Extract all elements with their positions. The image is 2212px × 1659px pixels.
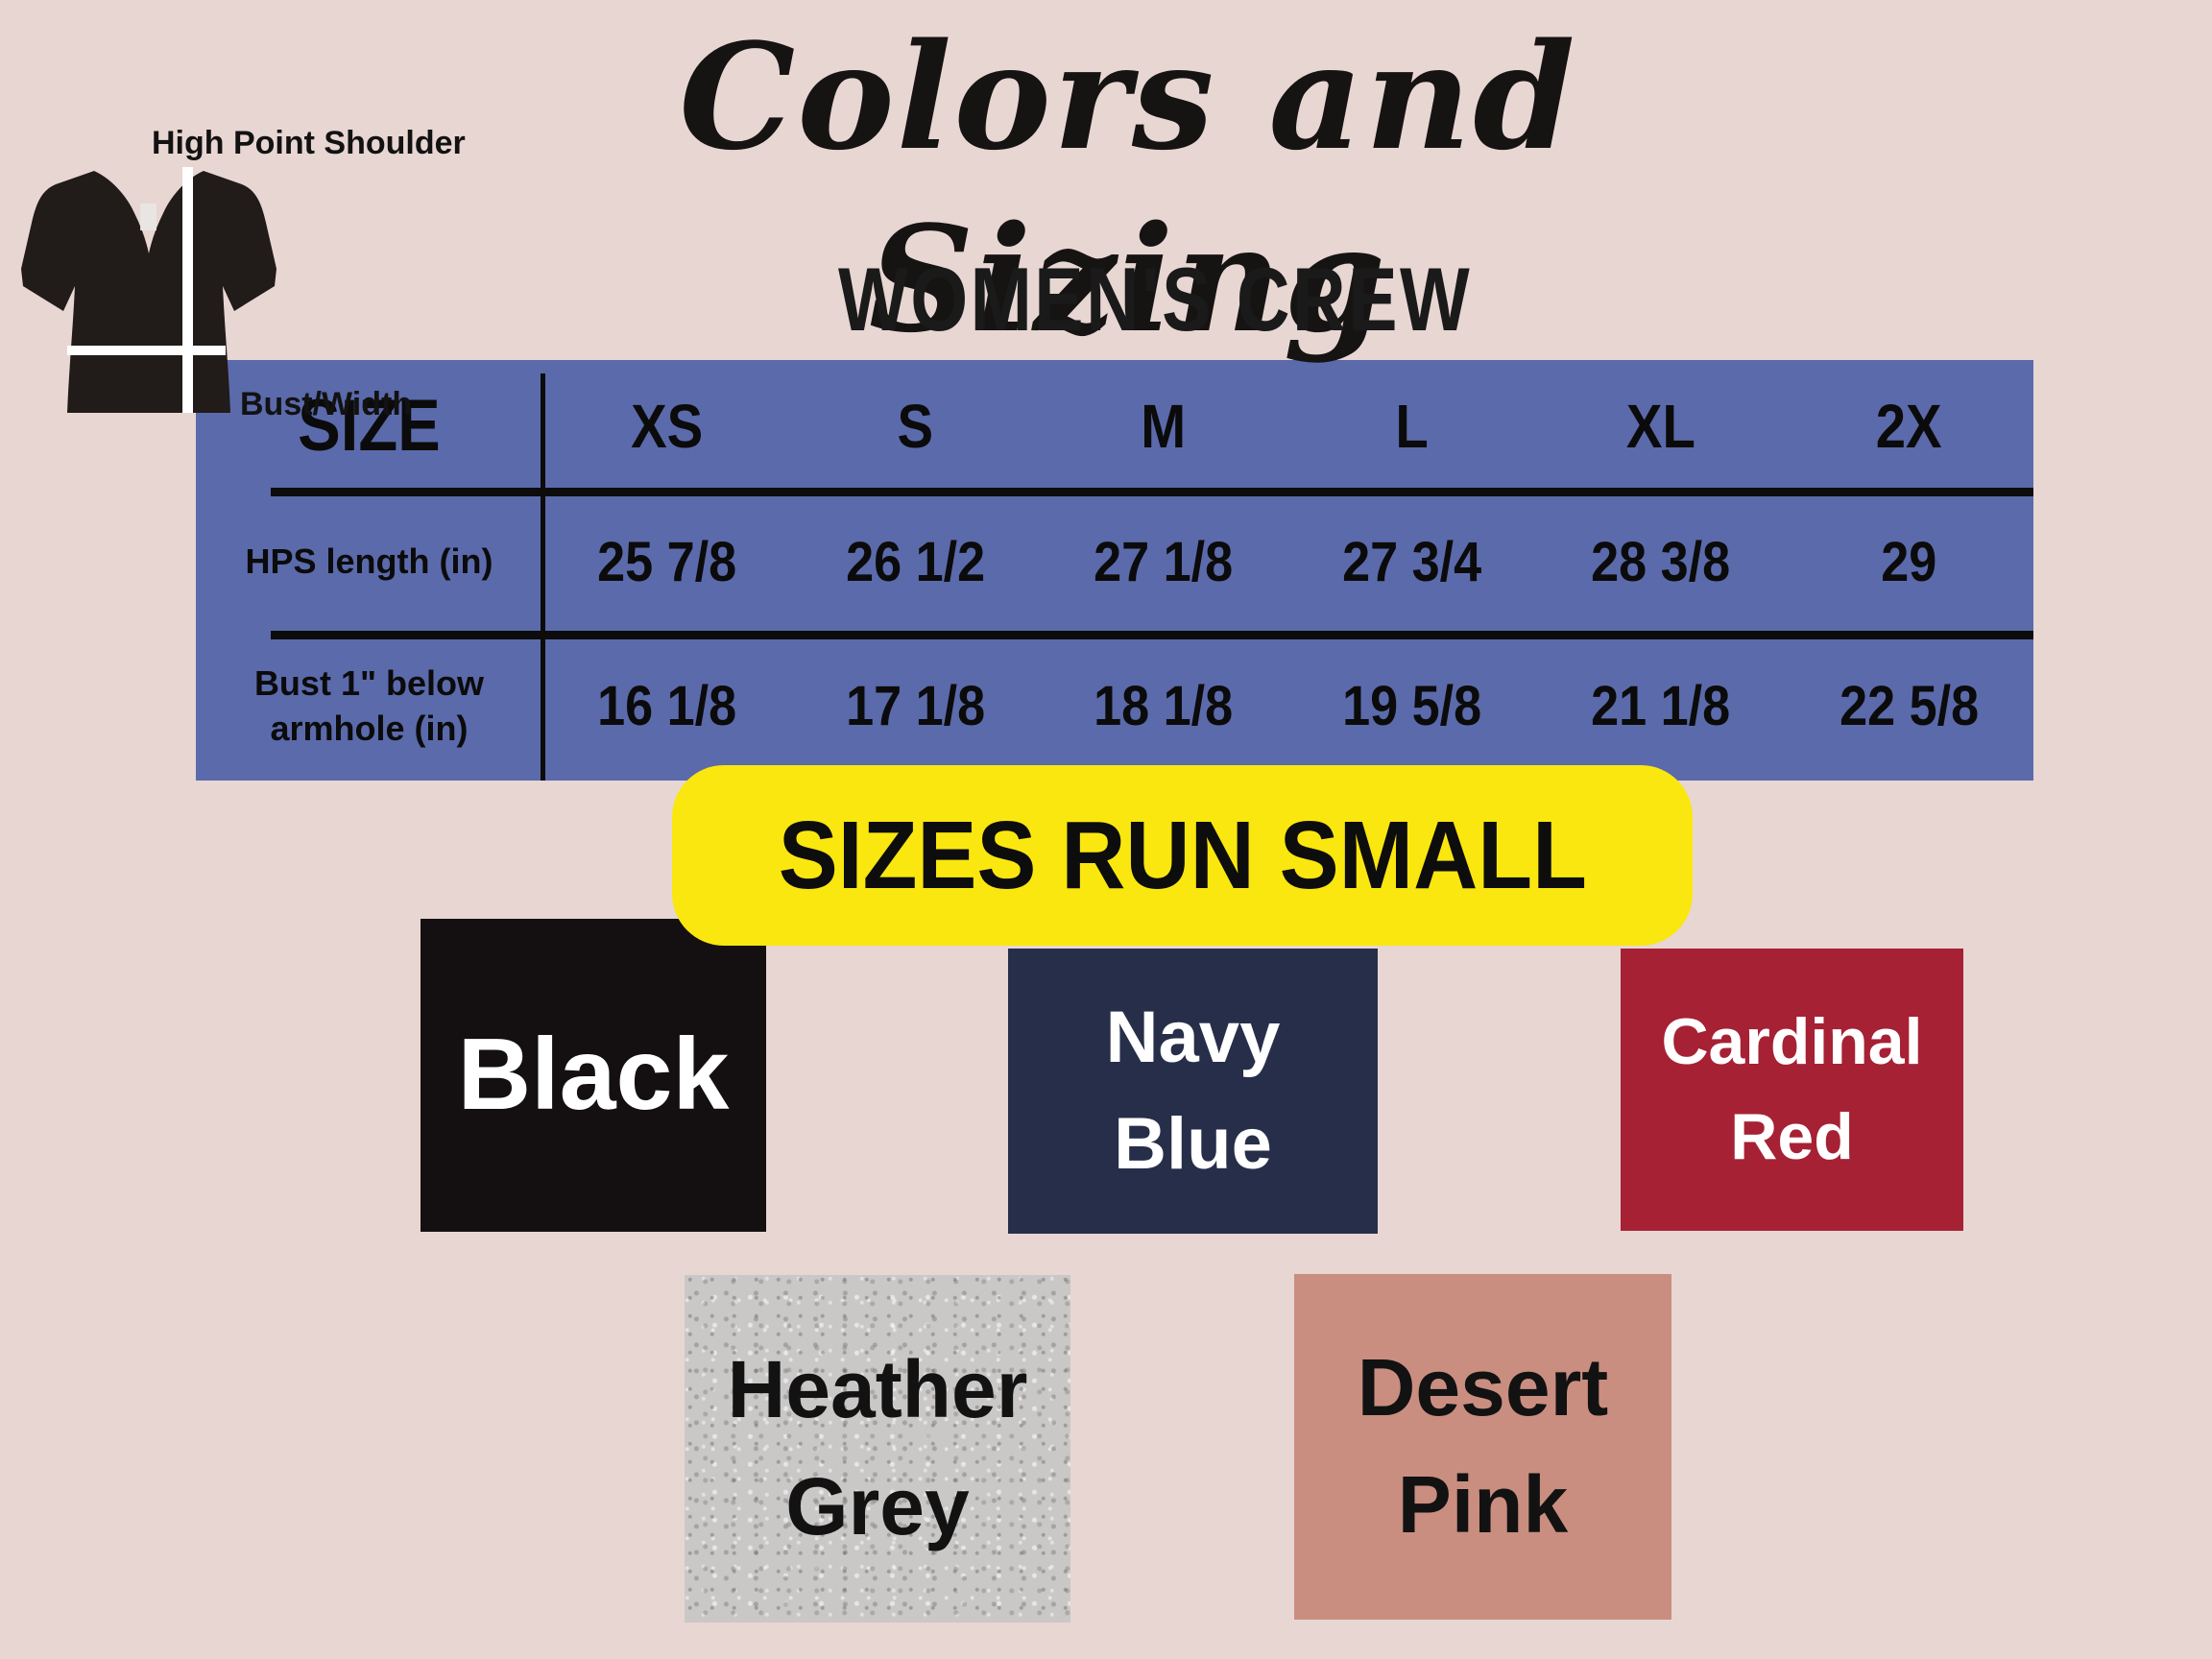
cell-value: 19 5/8 [1342,675,1482,737]
bust-value-xl: 21 1/8 [1536,632,1785,781]
page-title: Colors and Sizing [679,11,1577,365]
hps-value-xl: 28 3/8 [1536,492,1785,632]
shirt-measurement-diagram [19,165,278,413]
swatch-label: Cardinal Red [1661,1005,1923,1173]
tshirt-image [21,167,276,413]
hps-value-xs: 25 7/8 [542,492,791,632]
cell-value: 17 1/8 [845,675,985,737]
bust-value-2x: 22 5/8 [1785,632,2033,781]
column-header-m: M [1040,360,1288,492]
cell-value: 27 3/4 [1342,530,1482,593]
column-header-2x: 2X [1785,360,2033,492]
table-header-row: SIZE XS S M L XL 2X [196,360,2033,492]
hps-measurement-line [182,167,193,413]
bust-measurement-line [67,346,226,355]
table-horizontal-divider-1 [271,488,2033,496]
column-header-label: 2X [1876,391,1942,461]
hps-value-l: 27 3/4 [1287,492,1536,632]
neck-tag [140,204,156,230]
color-swatch-cardinal-red: Cardinal Red [1621,949,1963,1231]
sizes-run-small-badge: SIZES RUN SMALL [672,765,1693,946]
table-row-bust: Bust 1" below armhole (in) 16 1/8 17 1/8… [196,632,2033,781]
hps-value-2x: 29 [1785,492,2033,632]
column-header-l: L [1287,360,1536,492]
column-header-label: L [1395,391,1430,461]
table-row-hps-length: HPS length (in) 25 7/8 26 1/2 27 1/8 27 … [196,492,2033,632]
size-table: SIZE XS S M L XL 2X HPS length (in) 25 7… [196,360,2033,781]
color-swatch-desert-pink: Desert Pink [1294,1274,1671,1620]
bust-value-s: 17 1/8 [791,632,1040,781]
column-header-label: XS [630,391,703,461]
sizes-run-small-text: SIZES RUN SMALL [778,801,1587,909]
column-header-xs: XS [542,360,791,492]
row-label-bust: Bust 1" below armhole (in) [196,632,542,781]
swatch-label: Black [457,1018,730,1132]
column-header-label: S [897,391,934,461]
cell-value: 28 3/8 [1591,530,1731,593]
hps-label: High Point Shoulder [152,125,466,161]
column-header-label: XL [1625,391,1695,461]
size-corner-header: SIZE [196,360,542,492]
bust-label: Bust/Width [240,386,413,422]
cell-value: 16 1/8 [596,675,736,737]
table-vertical-divider [541,373,545,781]
color-swatch-navy-blue: Navy Blue [1008,949,1378,1234]
row-label-text: HPS length (in) [245,541,493,581]
color-swatch-heather-grey: Heather Grey [685,1275,1070,1623]
row-label-text: Bust 1" below armhole (in) [253,663,485,748]
cell-value: 18 1/8 [1094,675,1234,737]
swatch-label: Heather Grey [727,1344,1028,1551]
hps-value-m: 27 1/8 [1040,492,1288,632]
page-subtitle: WOMEN'S CREW [838,249,1473,349]
swatch-label: Desert Pink [1357,1342,1609,1550]
column-header-s: S [791,360,1040,492]
bust-value-xs: 16 1/8 [542,632,791,781]
cell-value: 25 7/8 [596,530,736,593]
cell-value: 29 [1881,530,1937,593]
cell-value: 26 1/2 [845,530,985,593]
column-header-label: M [1141,391,1187,461]
bust-value-m: 18 1/8 [1040,632,1288,781]
row-label-hps: HPS length (in) [196,492,542,632]
cell-value: 21 1/8 [1591,675,1731,737]
column-header-xl: XL [1536,360,1785,492]
size-corner-label: SIZE [298,385,441,467]
swatch-label: Navy Blue [1105,997,1281,1185]
color-swatch-black: Black [421,919,766,1232]
bust-value-l: 19 5/8 [1287,632,1536,781]
cell-value: 22 5/8 [1839,675,1980,737]
hps-value-s: 26 1/2 [791,492,1040,632]
table-horizontal-divider-2 [271,631,2033,639]
cell-value: 27 1/8 [1094,530,1234,593]
